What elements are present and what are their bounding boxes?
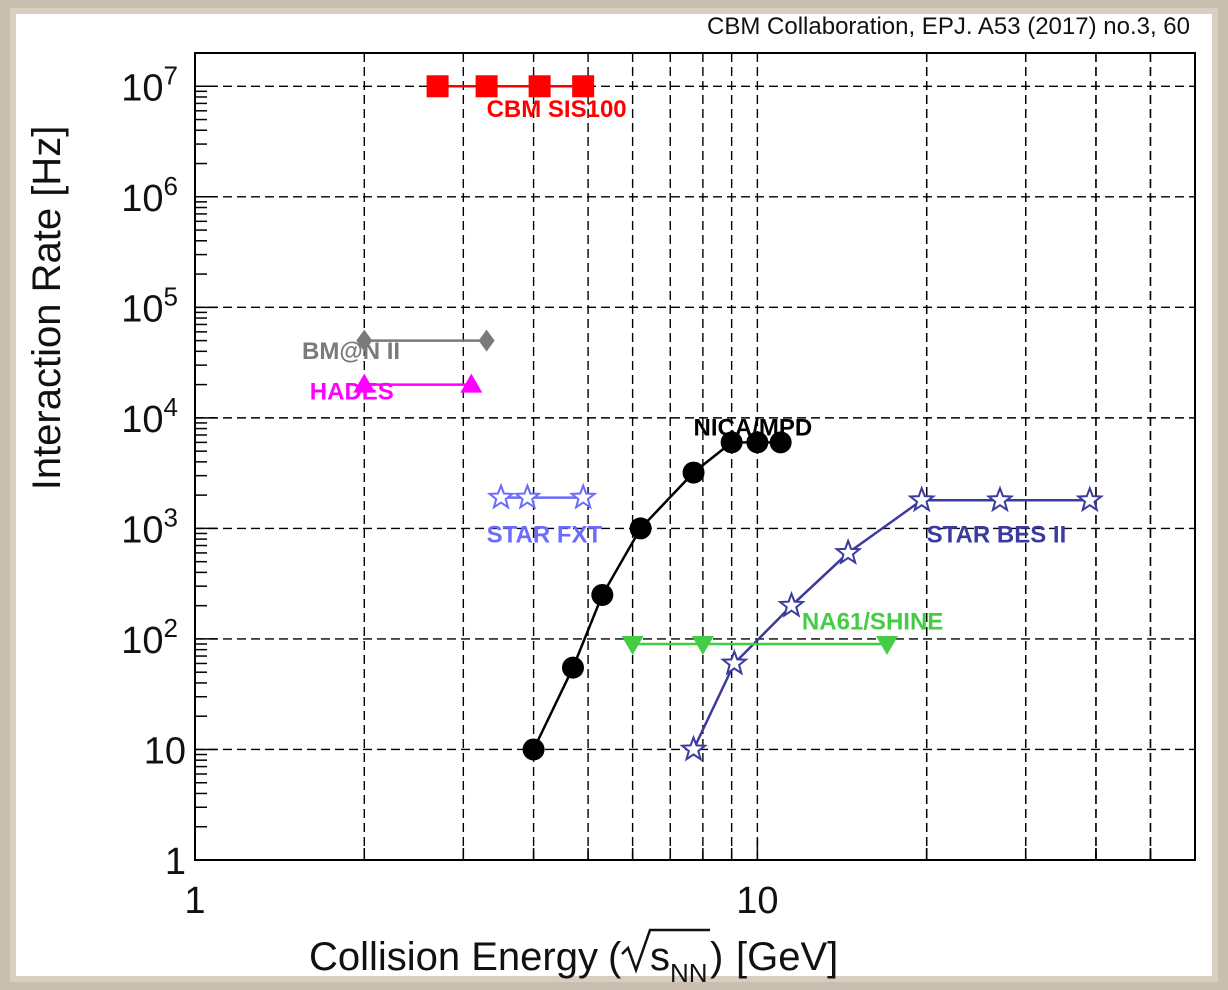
data-point (746, 431, 769, 454)
series-group (486, 482, 598, 510)
grid-layer (195, 53, 1195, 860)
data-point (629, 517, 652, 540)
data-point (568, 482, 598, 510)
y-tick-label: 103 (121, 502, 178, 551)
data-point (720, 648, 749, 676)
data-point (475, 75, 498, 98)
series-label: BM@N II (302, 338, 400, 365)
y-tick-label: 107 (121, 60, 178, 109)
series-label: NA61/SHINE (802, 608, 943, 635)
x-axis-unit: [GeV] (736, 935, 838, 979)
data-point (679, 734, 708, 762)
series-label: NICA/MPD (694, 415, 813, 442)
data-point (691, 635, 714, 655)
data-point (528, 75, 551, 98)
data-point (621, 635, 644, 655)
x-axis-sqrt-subscript: NN (670, 958, 708, 982)
data-point (356, 329, 373, 352)
axes-layer: 1 10 102 103 104 105 106 107 1 10 (121, 52, 1196, 922)
series-group (621, 635, 898, 655)
data-point (561, 656, 584, 679)
data-point (720, 431, 743, 454)
y-tick-label: 106 (121, 171, 178, 220)
data-point (1075, 485, 1104, 513)
series-group (426, 75, 595, 98)
citation-text: CBM Collaboration, EPJ. A53 (2017) no.3,… (707, 13, 1190, 40)
label-layer: CBM SIS100 BM@N II HADES NICA/MPD STAR FXT ST… (302, 96, 1066, 636)
x-tick-label: 1 (184, 880, 205, 922)
series-label: CBM SIS100 (487, 96, 627, 123)
series-label: HADES (310, 379, 394, 406)
x-tick-label: 10 (736, 880, 778, 922)
data-point (522, 738, 545, 761)
data-point (682, 461, 705, 484)
data-point (907, 485, 936, 513)
series-group (522, 431, 792, 761)
series-label: STAR FXT (487, 521, 603, 548)
series-layer (353, 75, 1104, 762)
data-point (985, 485, 1015, 513)
series-group (356, 329, 495, 352)
y-axis-title: Interaction Rate [Hz] (25, 126, 69, 491)
y-tick-label: 10 (144, 730, 186, 772)
y-tick-label: 105 (121, 281, 178, 330)
x-axis-title-text: Collision Energy (309, 935, 598, 979)
series-label: STAR BES II (927, 521, 1067, 548)
y-tick-label: 104 (121, 392, 178, 441)
x-axis-title: Collision Energy ( s NN ) [GeV] (309, 928, 838, 982)
series-line (532, 441, 781, 751)
data-point (353, 373, 376, 393)
data-point (426, 75, 449, 98)
x-axis-open-paren: ( (608, 935, 622, 979)
data-point (875, 635, 898, 655)
y-tick-label: 102 (121, 613, 178, 662)
data-point (572, 75, 595, 98)
data-point (833, 538, 863, 565)
data-point (591, 583, 614, 606)
data-point (513, 482, 542, 510)
series-group (353, 373, 483, 393)
x-axis-close-paren: ) (710, 935, 723, 979)
y-tick-label: 1 (165, 841, 186, 883)
x-axis-sqrt-symbol: s (650, 935, 670, 979)
data-point (777, 590, 806, 618)
series-group (679, 485, 1104, 762)
data-point (460, 373, 483, 393)
interaction-rate-chart: 1 10 102 103 104 105 106 107 1 10 CBM SIS100 BM@N … (25, 13, 1196, 982)
sqrt-sign (621, 928, 710, 974)
plot-frame (194, 52, 1196, 861)
chart-frame: 1 10 102 103 104 105 106 107 1 10 CBM SIS100 BM@N … (10, 8, 1218, 982)
data-point (478, 329, 495, 352)
data-point (769, 431, 792, 454)
data-point (486, 482, 516, 510)
